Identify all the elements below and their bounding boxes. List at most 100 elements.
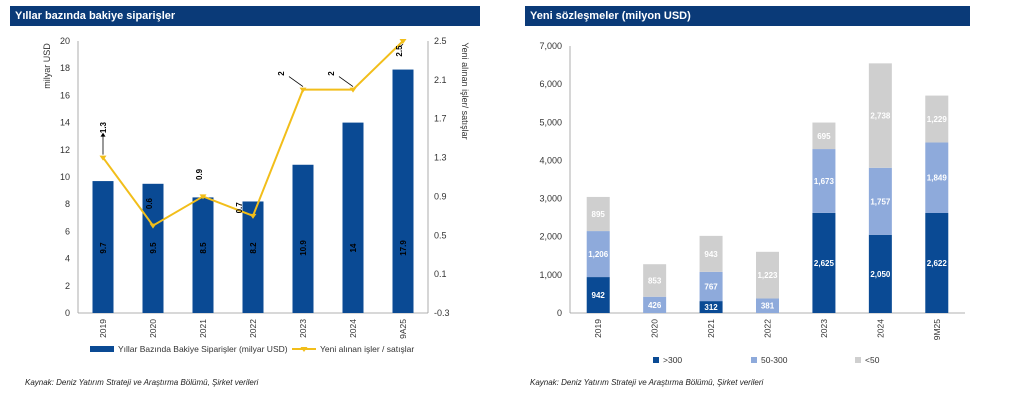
bar-value-label: 9.5 [149,242,158,254]
y-tick-label: 5,000 [539,117,562,127]
left-y-tick-label: 14 [60,118,70,128]
left-y-tick-label: 2 [65,281,70,291]
legend-label-bar: Yıllar Bazında Bakiye Siparişler (milyar… [118,344,288,354]
line-marker [349,87,357,93]
segment-value-label: 426 [648,301,662,310]
left-chart-title: Yıllar bazında bakiye siparişler [10,6,480,26]
line-marker [99,155,107,161]
bar-value-label: 9.7 [99,242,108,254]
bar-segment-2019-2 [586,196,610,232]
left-y-tick-label: 4 [65,254,70,264]
legend-label-line: Yeni alınan işler / satışlar [320,344,414,354]
left-y-tick-label: 20 [60,36,70,46]
bar-segment-2023-0 [812,212,836,313]
legend-label: >300 [663,355,682,365]
bar-backlog-9A25 [392,69,414,313]
x-tick-label: 9A25 [398,319,408,339]
x-tick-label: 9M25 [932,319,942,341]
bar-segment-9M25-2 [925,95,949,143]
y-tick-label: 4,000 [539,155,562,165]
segment-value-label: 381 [761,302,775,311]
right-chart: 0 1,000 2,000 3,000 4,000 5,000 6,000 7,000 942 1… [539,41,965,365]
y-tick-label: 6,000 [539,79,562,89]
segment-value-label: 1,849 [927,174,948,183]
left-y-tick-label: 10 [60,172,70,182]
right-y-tick-label: 1.3 [434,153,447,163]
x-tick-label: 2024 [348,319,358,338]
bar-segment-2022-2 [756,251,779,299]
bar-value-label: 8.5 [199,242,208,254]
segment-value-label: 695 [817,132,831,141]
bar-segment-2023-2 [812,122,836,150]
bar-value-label: 10.9 [299,240,308,256]
line-value-label: 2.5 [395,45,404,57]
right-y-tick-label: 0.9 [434,191,447,201]
segment-value-label: 767 [704,282,718,291]
y-tick-label: 3,000 [539,194,562,204]
segment-value-label: 1,757 [870,197,891,206]
right-y-axis-title: Yeni alınan işler/ satışlar [460,42,470,139]
callout-line [288,76,304,87]
left-source-note: Kaynak: Deniz Yatırım Strateji ve Araştı… [25,378,259,387]
y-tick-label: 0 [557,308,562,318]
line-value-label: 2 [277,71,286,76]
bar-backlog-2020 [142,183,164,313]
line-value-label: 1.3 [99,121,108,133]
segment-value-label: 1,673 [814,177,835,186]
line-marker [249,213,257,219]
bar-backlog-2024 [342,122,364,313]
left-y-tick-label: 16 [60,90,70,100]
segment-value-label: 853 [648,276,662,285]
line-marker [299,87,307,93]
right-y-tick-label: 0.5 [434,230,447,240]
legend-swatch-1 [751,357,757,363]
left-panel: Yıllar bazında bakiye siparişler 0 2 4 6 8 10… [10,6,480,401]
line-value-label: 0.9 [195,168,204,180]
x-tick-label: 2021 [706,319,716,338]
bar-segment-2019-1 [586,231,610,278]
bar-segment-2019-0 [586,277,610,313]
legend-label: <50 [865,355,880,365]
left-y-tick-label: 6 [65,226,70,236]
y-tick-label: 2,000 [539,232,562,242]
left-y-tick-label: 8 [65,199,70,209]
segment-value-label: 312 [704,303,718,312]
segment-value-label: 2,622 [927,259,948,268]
bar-segment-9M25-0 [925,212,949,313]
right-chart-title: Yeni sözleşmeler (milyon USD) [525,6,970,26]
right-y-tick-label: 0.1 [434,269,447,279]
legend-swatch-0 [653,357,659,363]
segment-value-label: 1,229 [927,115,948,124]
legend-marker-line [300,347,308,352]
segment-value-label: 942 [592,291,606,300]
x-tick-label: 2022 [763,319,773,338]
right-y-tick-label: -0.3 [434,308,450,318]
y-tick-label: 1,000 [539,270,562,280]
right-y-tick-label: 2.1 [434,75,447,85]
bar-value-label: 14 [349,243,358,252]
right-y-tick-label: 2.5 [434,36,447,46]
callout-line [338,76,354,87]
bar-backlog-2023 [292,164,314,313]
bar-segment-2024-1 [868,167,892,235]
bar-segment-2021-1 [699,271,723,302]
line-value-label: 0.7 [235,202,244,214]
callout-arrow [100,132,106,137]
x-tick-label: 2019 [593,319,603,338]
x-tick-label: 2021 [198,319,208,338]
segment-value-label: 2,050 [870,270,891,279]
x-tick-label: 2023 [298,319,308,338]
line-marker [199,194,207,200]
line-marker [149,223,157,229]
left-y-tick-label: 18 [60,63,70,73]
x-tick-label: 2024 [875,319,885,338]
left-y-tick-label: 12 [60,145,70,155]
x-tick-label: 2019 [98,319,108,338]
x-tick-label: 2023 [819,319,829,338]
line-value-label: 0.6 [145,197,154,209]
left-y-tick-label: 0 [65,308,70,318]
bar-segment-2021-2 [699,235,723,272]
line-marker [399,39,407,44]
legend-label: 50-300 [761,355,788,365]
bar-segment-2024-0 [868,234,892,313]
